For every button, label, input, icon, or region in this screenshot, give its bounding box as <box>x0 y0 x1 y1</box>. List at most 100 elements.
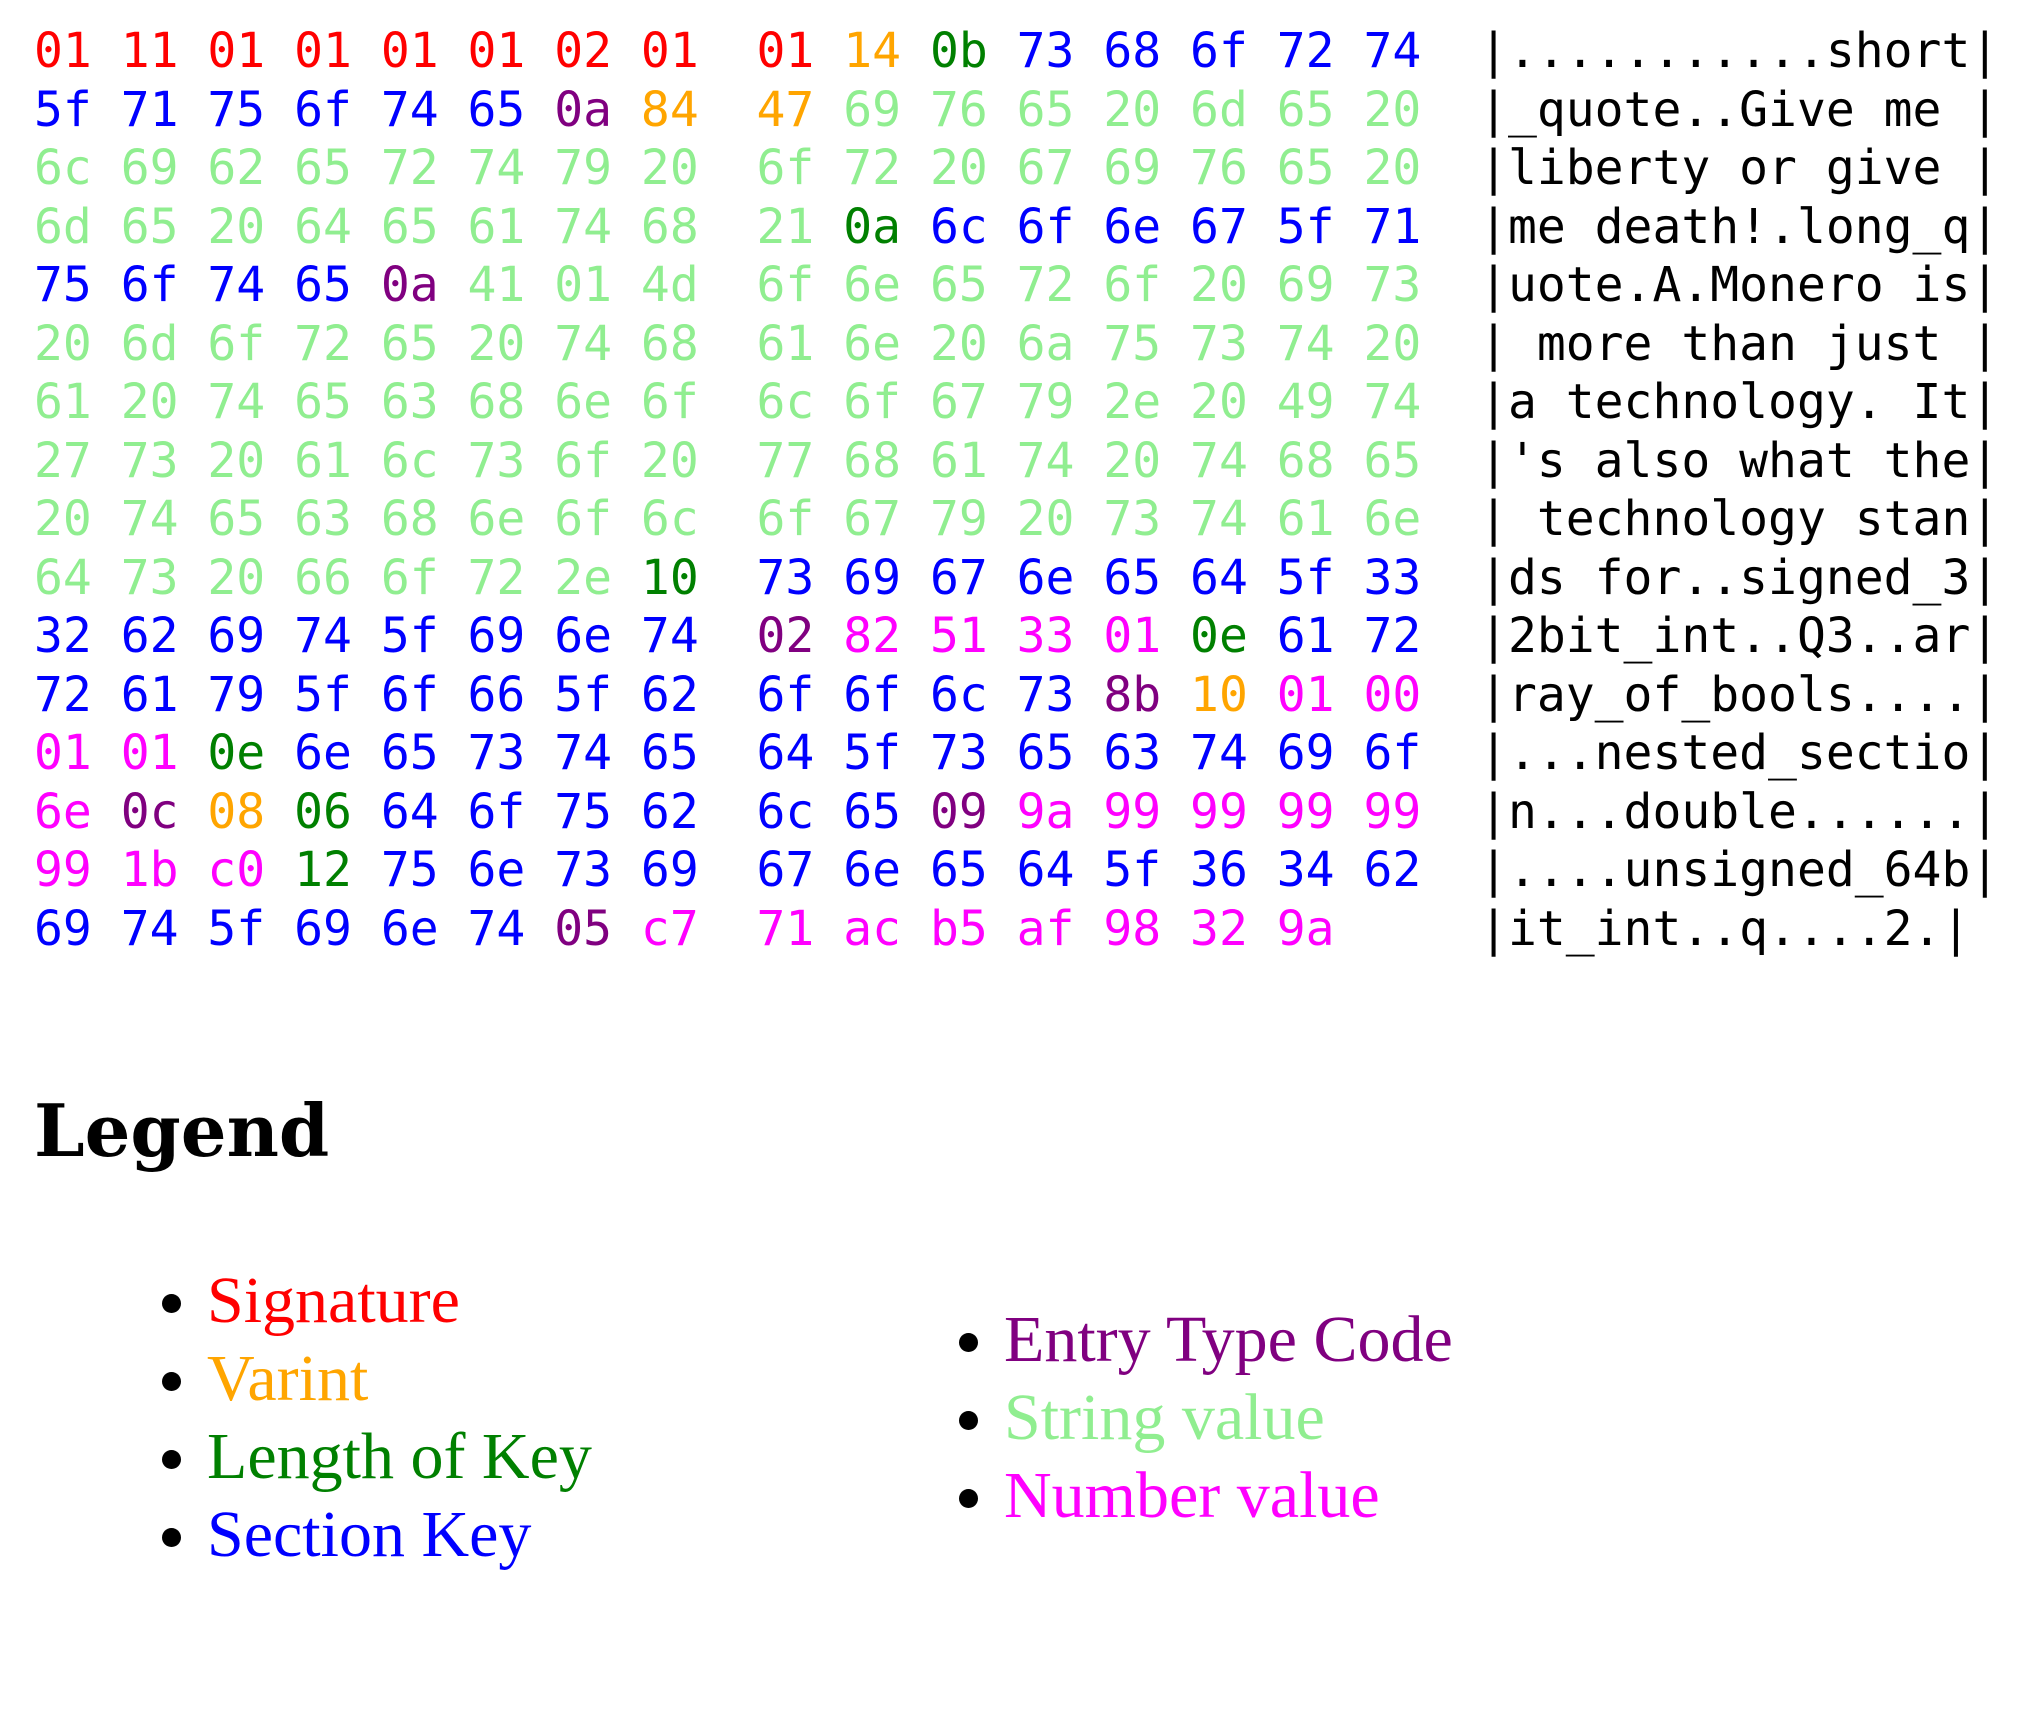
hex-byte: 74 <box>640 608 699 664</box>
hex-byte: af <box>1016 900 1075 957</box>
hex-row: 6d 65 20 64 65 61 74 68 21 0a 6c 6f 6e 6… <box>34 198 1999 257</box>
legend-item: Signature <box>207 1262 834 1340</box>
hex-byte: 09 <box>929 783 988 840</box>
hex-byte: 4d <box>640 257 699 313</box>
hex-byte: 6f <box>380 666 439 723</box>
hex-byte: 72 <box>34 666 92 723</box>
hex-row: 01 01 0e 6e 65 73 74 65 64 5f 73 65 63 7… <box>34 724 1999 783</box>
hex-byte: 61 <box>929 432 988 489</box>
hex-byte: 20 <box>1103 432 1162 489</box>
hex-byte: 73 <box>1190 315 1248 372</box>
hex-row: 5f 71 75 6f 74 65 0a 84 47 69 76 65 20 6… <box>34 81 1999 140</box>
hex-byte: 69 <box>207 608 266 664</box>
hex-byte: 62 <box>640 666 699 723</box>
hex-byte: 36 <box>1190 842 1248 898</box>
hex-byte: 72 <box>1276 23 1335 79</box>
hex-byte: 73 <box>467 432 526 489</box>
hex-byte: 6f <box>843 666 902 723</box>
hex-byte: 20 <box>34 315 92 372</box>
hex-byte: 61 <box>1276 491 1335 547</box>
hex-byte: 69 <box>294 900 352 957</box>
legend-column-1: SignatureVarintLength of KeySection Key <box>34 1262 834 1574</box>
hex-byte: 74 <box>554 725 613 781</box>
hex-byte: 20 <box>207 198 266 255</box>
hex-byte: 33 <box>1016 608 1075 664</box>
hex-byte: 01 <box>554 257 613 313</box>
hex-byte: 05 <box>554 900 613 957</box>
hex-byte: 99 <box>1276 783 1335 840</box>
hex-byte: 74 <box>467 140 526 196</box>
hex-byte: 6f <box>1190 23 1248 79</box>
hex-byte: 69 <box>843 81 902 138</box>
hex-byte: 6c <box>640 491 699 547</box>
hex-byte: 82 <box>843 608 902 664</box>
hex-byte: 8b <box>1103 666 1162 723</box>
hex-byte: 5f <box>380 608 439 664</box>
hex-byte: 0a <box>554 81 613 138</box>
hex-byte: 65 <box>640 725 699 781</box>
legend-label: String value <box>1004 1381 1325 1454</box>
hex-byte: 20 <box>640 140 699 196</box>
hex-byte: 79 <box>207 666 266 723</box>
hex-row: 27 73 20 61 6c 73 6f 20 77 68 61 74 20 7… <box>34 432 1999 491</box>
hex-byte: 69 <box>640 842 699 898</box>
hex-byte: 0e <box>1190 608 1248 664</box>
hex-byte: 1b <box>120 842 179 898</box>
hex-byte: 6e <box>34 783 92 840</box>
hex-byte: 6f <box>120 257 179 313</box>
hex-byte: 74 <box>1016 432 1075 489</box>
hex-byte: 67 <box>1016 140 1075 196</box>
hex-byte: 6c <box>929 666 988 723</box>
hex-byte: 33 <box>1363 549 1422 606</box>
hex-byte: 32 <box>34 608 92 664</box>
hex-byte: 5f <box>207 900 266 957</box>
hex-byte: 20 <box>34 491 92 547</box>
hex-byte: 61 <box>1276 608 1335 664</box>
hex-byte: 76 <box>929 81 988 138</box>
hex-byte: 99 <box>1103 783 1162 840</box>
hex-byte: 64 <box>1190 549 1248 606</box>
legend-label: Section Key <box>207 1498 532 1571</box>
hex-byte: 6e <box>554 374 613 430</box>
hex-byte: 65 <box>929 842 988 898</box>
hex-byte: 6e <box>1363 491 1422 547</box>
hex-byte: 73 <box>756 549 815 606</box>
hex-byte: 99 <box>1363 783 1422 840</box>
hex-byte: 74 <box>554 198 613 255</box>
hex-byte: 74 <box>1190 432 1248 489</box>
hex-byte: 01 <box>467 23 526 79</box>
hex-byte: 41 <box>467 257 526 313</box>
hex-byte: 66 <box>294 549 352 606</box>
hex-byte: 6f <box>756 666 815 723</box>
hex-row: 75 6f 74 65 0a 41 01 4d 6f 6e 65 72 6f 2… <box>34 256 1999 315</box>
hex-byte: 68 <box>843 432 902 489</box>
hex-byte: 65 <box>1276 81 1335 138</box>
hex-byte: 2e <box>1103 374 1162 430</box>
hex-byte: 76 <box>1190 140 1248 196</box>
hex-byte: 6c <box>756 374 815 430</box>
legend-item: Entry Type Code <box>1004 1301 1453 1379</box>
hex-byte: 72 <box>843 140 902 196</box>
hex-byte: 20 <box>1363 81 1422 138</box>
hex-byte: 61 <box>467 198 526 255</box>
hex-byte: 21 <box>756 198 815 255</box>
hex-byte: c7 <box>640 900 699 957</box>
hex-byte: 63 <box>294 491 352 547</box>
hex-byte: 75 <box>207 81 266 138</box>
hex-byte: 62 <box>640 783 699 840</box>
hex-byte: 68 <box>640 198 699 255</box>
hex-byte: 75 <box>554 783 613 840</box>
hex-byte: 6f <box>843 374 902 430</box>
ascii-column: |me death!.long_q| <box>1479 198 2000 255</box>
hex-byte: 34 <box>1276 842 1335 898</box>
hex-byte: 74 <box>1363 23 1422 79</box>
hex-byte: 08 <box>207 783 266 840</box>
hex-byte: 20 <box>1016 491 1075 547</box>
legend-label: Entry Type Code <box>1004 1303 1453 1376</box>
hex-byte: 79 <box>554 140 613 196</box>
hex-byte: 01 <box>380 23 439 79</box>
legend-item: Length of Key <box>207 1418 834 1496</box>
legend-column-2: Entry Type CodeString valueNumber value <box>834 1301 1453 1535</box>
hex-row: 20 74 65 63 68 6e 6f 6c 6f 67 79 20 73 7… <box>34 490 1999 549</box>
hex-byte: 20 <box>120 374 179 430</box>
